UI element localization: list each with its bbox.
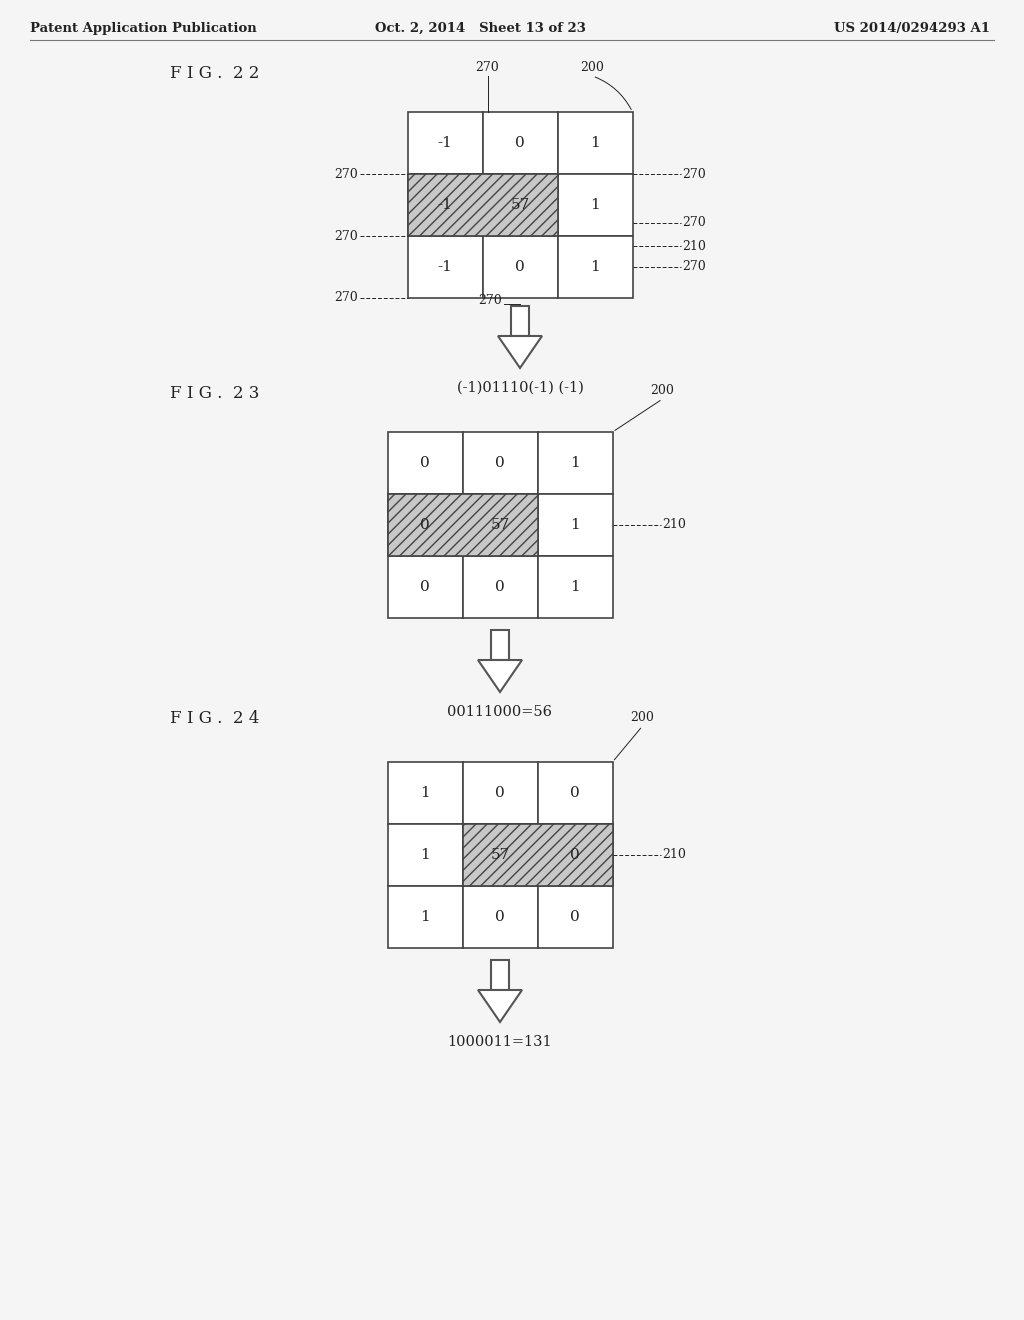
- Text: 270: 270: [334, 230, 357, 243]
- Polygon shape: [490, 960, 509, 990]
- Polygon shape: [498, 337, 542, 368]
- Text: 1: 1: [590, 136, 600, 150]
- Text: 0: 0: [420, 517, 430, 532]
- Bar: [463, 886, 538, 948]
- Bar: [463, 556, 538, 618]
- Bar: [408, 112, 482, 174]
- Text: US 2014/0294293 A1: US 2014/0294293 A1: [834, 22, 990, 36]
- Text: 0: 0: [420, 455, 430, 470]
- Text: 200: 200: [650, 384, 675, 397]
- Bar: [387, 824, 463, 886]
- Bar: [482, 236, 557, 298]
- Text: 0: 0: [570, 909, 580, 924]
- Text: 270: 270: [683, 168, 707, 181]
- Text: 1: 1: [570, 517, 580, 532]
- Polygon shape: [478, 990, 522, 1022]
- Bar: [463, 494, 538, 556]
- Text: 210: 210: [663, 849, 686, 862]
- Text: F I G .  2 2: F I G . 2 2: [170, 65, 259, 82]
- Text: 1: 1: [420, 785, 430, 800]
- Bar: [538, 556, 612, 618]
- Text: -1: -1: [437, 198, 453, 213]
- Text: 270: 270: [683, 260, 707, 273]
- Text: 1: 1: [420, 909, 430, 924]
- Text: 1: 1: [570, 455, 580, 470]
- Bar: [538, 824, 612, 886]
- Bar: [387, 886, 463, 948]
- Text: 57: 57: [510, 198, 529, 213]
- Text: 0: 0: [496, 785, 505, 800]
- Bar: [408, 174, 557, 236]
- Text: 210: 210: [683, 239, 707, 252]
- Text: 1: 1: [590, 260, 600, 275]
- Text: 200: 200: [581, 61, 604, 74]
- Bar: [387, 494, 538, 556]
- Text: 0: 0: [496, 579, 505, 594]
- Bar: [387, 432, 463, 494]
- Text: 1: 1: [590, 198, 600, 213]
- Bar: [557, 112, 633, 174]
- Text: 200: 200: [631, 711, 654, 723]
- Bar: [408, 174, 482, 236]
- Text: 57: 57: [510, 198, 529, 213]
- Bar: [387, 556, 463, 618]
- Text: 0: 0: [570, 785, 580, 800]
- Bar: [482, 174, 557, 236]
- Text: F I G .  2 3: F I G . 2 3: [170, 385, 259, 403]
- Bar: [463, 432, 538, 494]
- Text: 57: 57: [490, 517, 510, 532]
- Bar: [387, 494, 463, 556]
- Text: 270: 270: [683, 216, 707, 230]
- Text: 0: 0: [515, 260, 525, 275]
- Bar: [463, 762, 538, 824]
- Text: 0: 0: [420, 579, 430, 594]
- Bar: [463, 824, 538, 886]
- Text: -1: -1: [437, 198, 453, 213]
- Text: 00111000=56: 00111000=56: [447, 705, 553, 719]
- Text: 1: 1: [420, 847, 430, 862]
- Text: 1000011=131: 1000011=131: [447, 1035, 552, 1049]
- Bar: [538, 494, 612, 556]
- Polygon shape: [511, 306, 529, 337]
- Text: 0: 0: [515, 136, 525, 150]
- Text: 270: 270: [478, 294, 502, 308]
- Text: (-1)01110(-1) (-1): (-1)01110(-1) (-1): [457, 381, 584, 395]
- Text: 210: 210: [663, 519, 686, 532]
- Text: 0: 0: [570, 847, 580, 862]
- Text: 0: 0: [496, 909, 505, 924]
- Bar: [538, 432, 612, 494]
- Text: 270: 270: [475, 61, 500, 74]
- Bar: [538, 762, 612, 824]
- Polygon shape: [490, 630, 509, 660]
- Bar: [482, 112, 557, 174]
- Text: 57: 57: [490, 847, 510, 862]
- Text: F I G .  2 4: F I G . 2 4: [170, 710, 259, 727]
- Text: 1: 1: [570, 579, 580, 594]
- Bar: [557, 174, 633, 236]
- Text: 270: 270: [334, 292, 357, 305]
- Bar: [463, 824, 612, 886]
- Text: 0: 0: [496, 455, 505, 470]
- Bar: [538, 886, 612, 948]
- Text: 270: 270: [334, 168, 357, 181]
- Text: Oct. 2, 2014   Sheet 13 of 23: Oct. 2, 2014 Sheet 13 of 23: [375, 22, 586, 36]
- Text: 57: 57: [490, 517, 510, 532]
- Bar: [387, 762, 463, 824]
- Text: 0: 0: [570, 847, 580, 862]
- Bar: [557, 236, 633, 298]
- Text: 57: 57: [490, 847, 510, 862]
- Text: Patent Application Publication: Patent Application Publication: [30, 22, 257, 36]
- Text: -1: -1: [437, 136, 453, 150]
- Bar: [408, 236, 482, 298]
- Polygon shape: [478, 660, 522, 692]
- Text: 0: 0: [420, 517, 430, 532]
- Text: -1: -1: [437, 260, 453, 275]
